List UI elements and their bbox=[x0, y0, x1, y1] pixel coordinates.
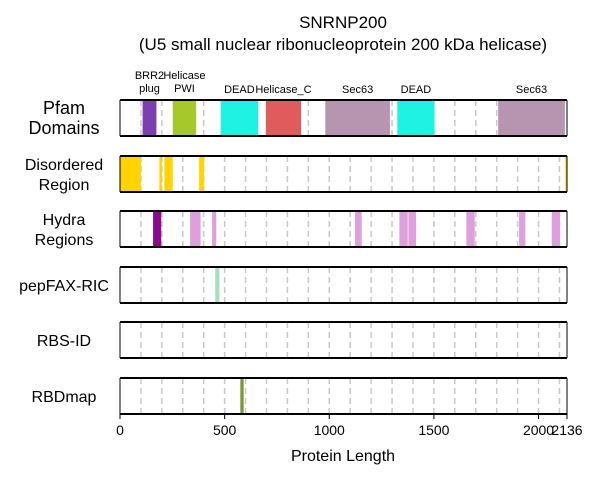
domain-label: Sec63 bbox=[516, 84, 547, 96]
feature-bar bbox=[159, 157, 162, 191]
track-1: Disordered Region bbox=[25, 155, 568, 194]
track-label: Pfam bbox=[43, 98, 85, 118]
x-tick-label: 500 bbox=[213, 422, 237, 438]
domain-label: DEAD bbox=[224, 84, 255, 96]
chart-title-line-2: (U5 small nuclear ribonucleoprotein 200 … bbox=[139, 35, 547, 54]
chart-title-line-1: SNRNP200 bbox=[299, 13, 387, 32]
feature-bar bbox=[240, 379, 244, 413]
feature-bar bbox=[325, 101, 390, 135]
domain-label: Sec63 bbox=[342, 84, 373, 96]
x-tick-label: 2136 bbox=[551, 422, 582, 438]
feature-bar bbox=[164, 157, 173, 191]
feature-bar bbox=[551, 212, 561, 246]
domain-label: Helicase_C bbox=[255, 84, 311, 96]
track-4: RBS-ID bbox=[37, 321, 568, 359]
track-2: Hydra Regions bbox=[35, 210, 568, 249]
feature-bar bbox=[120, 157, 141, 191]
feature-bar bbox=[519, 212, 526, 246]
feature-bar bbox=[153, 212, 162, 246]
track-label: pepFAX-RIC bbox=[19, 278, 109, 295]
track-label: Domains bbox=[28, 118, 99, 138]
track-label: Hydra bbox=[43, 212, 86, 229]
domain-label: PWI bbox=[174, 83, 195, 95]
track-label: Regions bbox=[35, 232, 94, 249]
track-3: pepFAX-RIC bbox=[19, 266, 568, 304]
track-5: RBDmap bbox=[32, 377, 568, 415]
track-label: RBDmap bbox=[32, 389, 97, 406]
feature-bar bbox=[408, 212, 417, 246]
track-label: Disordered bbox=[25, 157, 103, 174]
track-label: Region bbox=[39, 177, 90, 194]
x-tick-label: 2000 bbox=[523, 422, 554, 438]
feature-bar bbox=[142, 101, 157, 135]
feature-bar bbox=[265, 101, 302, 135]
feature-bar bbox=[212, 212, 217, 246]
feature-bar bbox=[498, 101, 565, 135]
track-label: RBS-ID bbox=[37, 333, 91, 350]
feature-bar bbox=[172, 101, 197, 135]
x-tick-label: 1000 bbox=[314, 422, 345, 438]
feature-bar bbox=[397, 101, 435, 135]
feature-bar bbox=[215, 268, 220, 302]
domain-label: plug bbox=[139, 83, 160, 95]
feature-bar bbox=[355, 212, 362, 246]
x-tick-label: 1500 bbox=[418, 422, 449, 438]
feature-bar bbox=[220, 101, 259, 135]
domain-label: DEAD bbox=[401, 84, 432, 96]
feature-bar bbox=[199, 157, 205, 191]
domain-label: Helicase bbox=[163, 70, 205, 82]
domain-label: BRR2 bbox=[135, 70, 164, 82]
feature-bar bbox=[399, 212, 408, 246]
feature-bar bbox=[466, 212, 475, 246]
feature-bar bbox=[190, 212, 201, 246]
feature-bar bbox=[565, 157, 568, 191]
x-tick-label: 0 bbox=[116, 422, 124, 438]
x-axis-label: Protein Length bbox=[291, 448, 395, 465]
